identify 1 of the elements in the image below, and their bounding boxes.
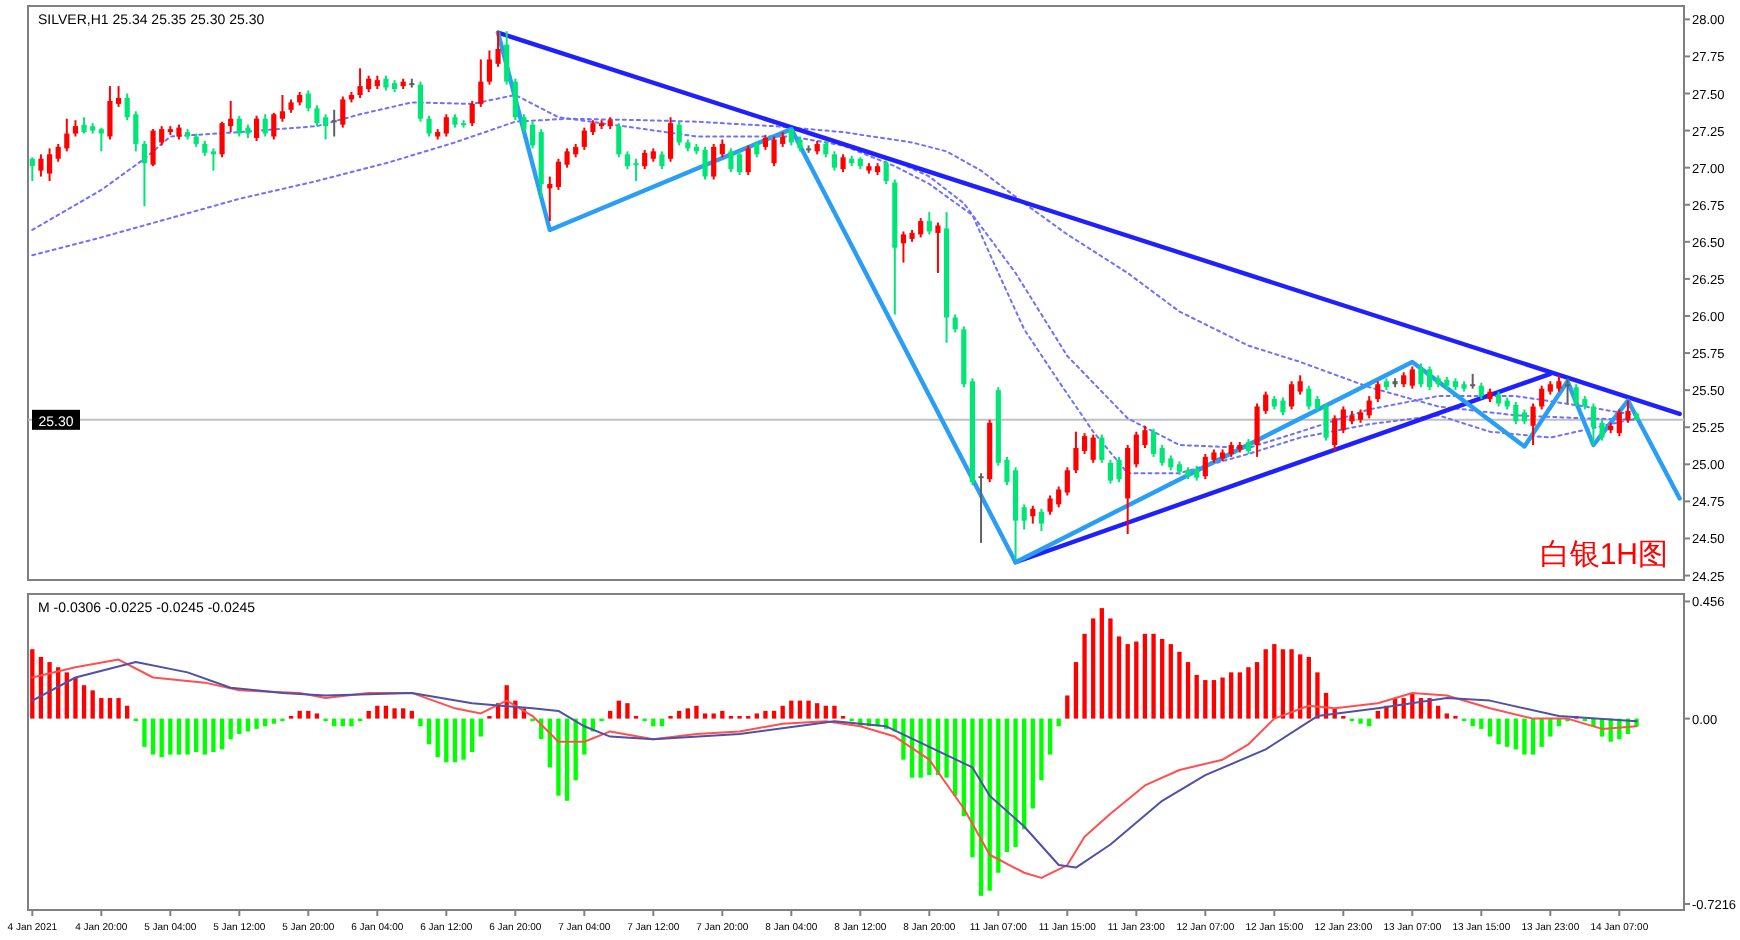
annotation: 白银1H图: [1539, 538, 1668, 572]
